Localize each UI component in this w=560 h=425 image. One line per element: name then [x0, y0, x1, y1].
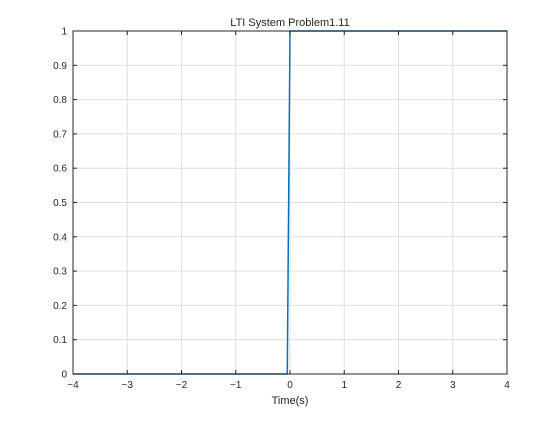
y-tick-label: 0.8 [53, 95, 67, 106]
y-tick-label: 0.7 [53, 129, 67, 140]
y-tick-label: 0.4 [53, 232, 67, 243]
x-tick-label: −3 [122, 380, 134, 391]
chart-title: LTI System Problem1.11 [230, 17, 349, 29]
y-tick-label: 0.2 [53, 301, 67, 312]
y-tick-label: 0.6 [53, 164, 67, 175]
ticks: −4 −3 −2 −1 0 1 2 3 4 0 0.1 0.2 0.3 0.4 0.5 0.6 0.7 0.8 0.… [53, 27, 510, 392]
y-tick-label: 1 [61, 27, 67, 38]
x-tick-label: 2 [396, 380, 402, 391]
y-tick-label: 0.5 [53, 198, 67, 209]
y-tick-label: 0.1 [53, 335, 67, 346]
x-axis-label: Time(s) [272, 395, 309, 407]
x-tick-label: −1 [230, 380, 242, 391]
y-tick-label: 0.9 [53, 61, 67, 72]
x-tick-label: 4 [504, 380, 510, 391]
x-tick-label: 0 [287, 380, 293, 391]
y-tick-label: 0.3 [53, 267, 67, 278]
x-tick-label: −4 [67, 380, 79, 391]
x-tick-label: −2 [176, 380, 188, 391]
x-tick-label: 3 [450, 380, 456, 391]
x-tick-label: 1 [341, 380, 347, 391]
y-tick-label: 0 [61, 370, 67, 381]
